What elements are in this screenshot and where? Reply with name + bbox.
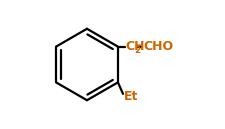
Text: CH: CH: [126, 40, 145, 53]
Text: CHO: CHO: [143, 40, 173, 53]
Text: 2: 2: [134, 46, 140, 55]
Text: Et: Et: [124, 90, 138, 103]
